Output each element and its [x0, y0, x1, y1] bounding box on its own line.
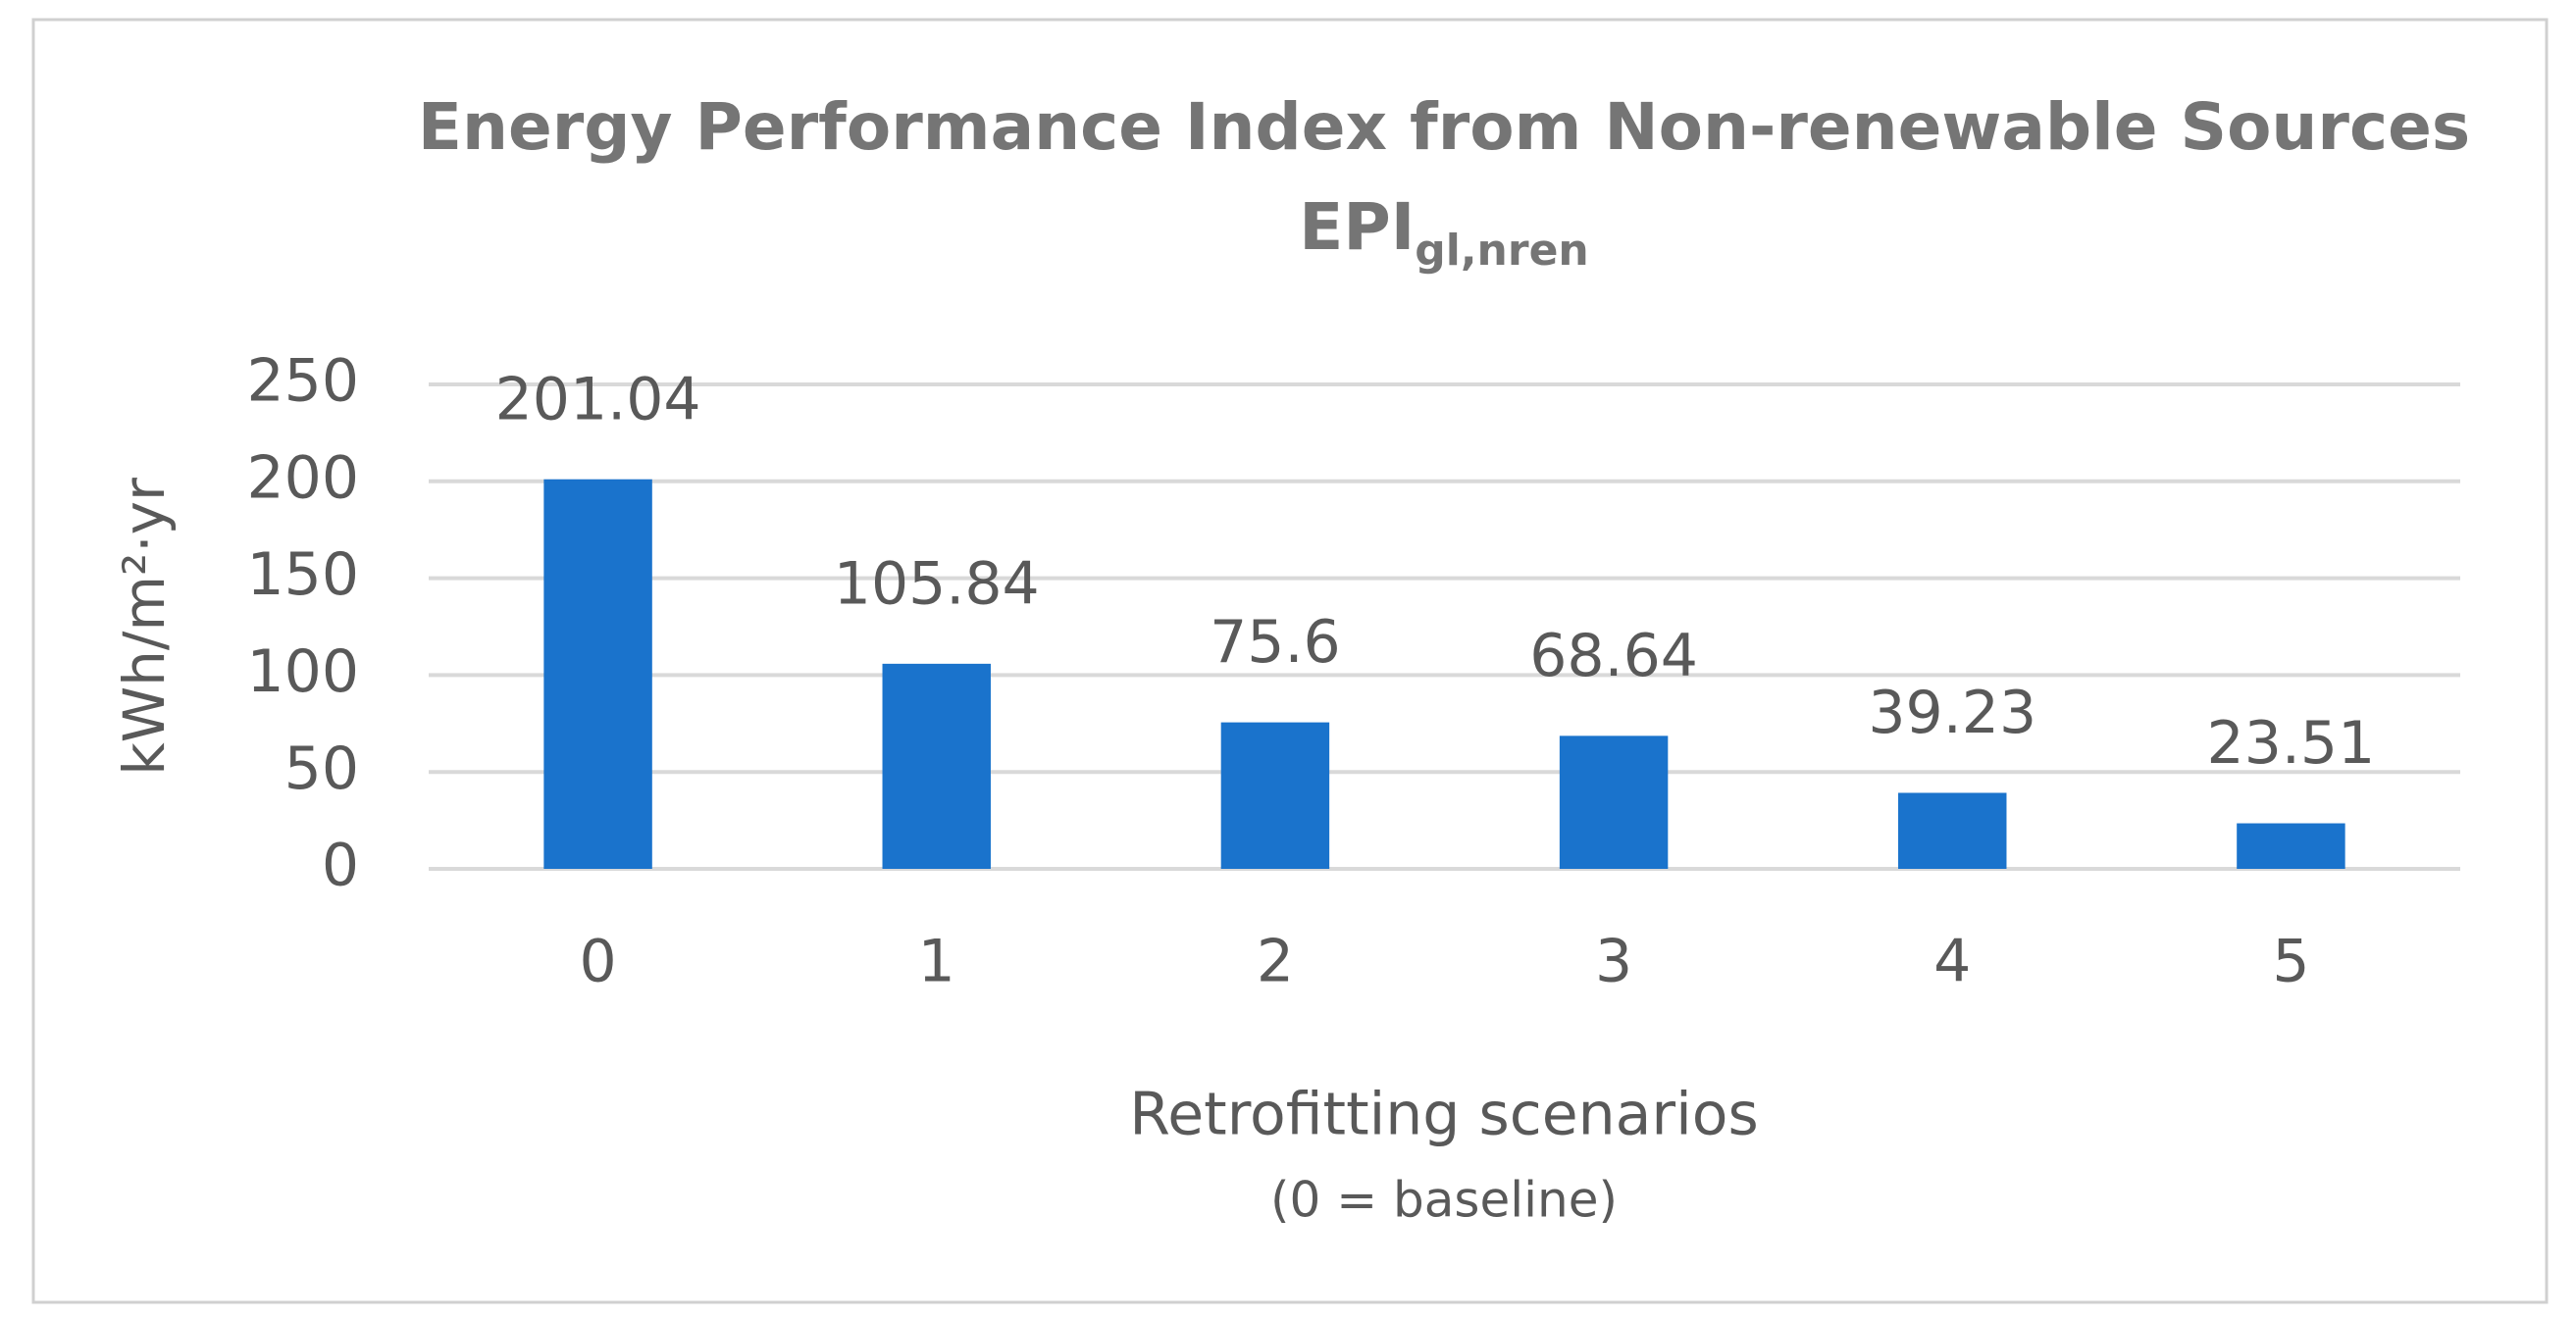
chart-frame	[31, 18, 2549, 1304]
title-main: EPI	[1299, 189, 1415, 265]
y-tick-label: 50	[284, 735, 359, 803]
bar	[1559, 735, 1669, 869]
y-tick-label: 250	[246, 347, 359, 416]
x-tick-label: 5	[2272, 928, 2309, 996]
bar	[543, 479, 652, 869]
data-label: 68.64	[1529, 622, 1698, 690]
data-label: 75.6	[1210, 608, 1341, 677]
data-label: 23.51	[2207, 709, 2376, 778]
y-tick-label: 0	[322, 832, 359, 900]
x-tick-label: 2	[1257, 928, 1294, 996]
x-axis-note: (0 = baseline)	[1270, 1172, 1618, 1229]
title-subscript: gl,nren	[1415, 226, 1588, 276]
bar	[1898, 792, 2007, 869]
x-tick-label: 3	[1595, 928, 1632, 996]
x-axis-title: Retrofitting scenarios	[1129, 1081, 1758, 1149]
chart-title: Energy Performance Index from Non-renewa…	[418, 89, 2470, 165]
y-tick-label: 200	[246, 443, 359, 512]
bar	[882, 663, 991, 869]
x-tick-label: 0	[579, 928, 616, 996]
y-axis-title: kWh/m²·yr	[111, 478, 178, 776]
data-label: 201.04	[495, 365, 701, 433]
y-tick-label: 100	[246, 637, 359, 706]
bar	[2237, 823, 2345, 869]
x-tick-label: 4	[1933, 928, 1971, 996]
data-label: 105.84	[834, 549, 1040, 618]
chart-title-line2: EPIgl,nren	[1299, 189, 1589, 276]
bar	[1220, 722, 1330, 869]
x-tick-label: 1	[918, 928, 955, 996]
y-tick-label: 150	[246, 540, 359, 609]
data-label: 39.23	[1868, 679, 2036, 747]
